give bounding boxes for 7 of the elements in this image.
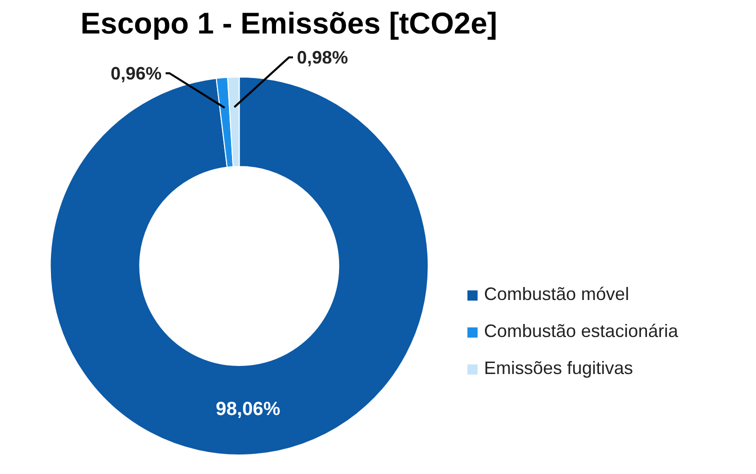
legend-label: Combustão móvel [484, 284, 630, 305]
data-label: 0,98% [296, 47, 348, 68]
legend-label: Combustão estacionária [484, 321, 678, 342]
chart-title: Escopo 1 - Emissões [tCO2e] [80, 8, 498, 40]
data-label: 98,06% [216, 399, 280, 420]
legend-label: Emissões fugitivas [484, 358, 634, 379]
data-label: 0,96% [110, 63, 162, 84]
